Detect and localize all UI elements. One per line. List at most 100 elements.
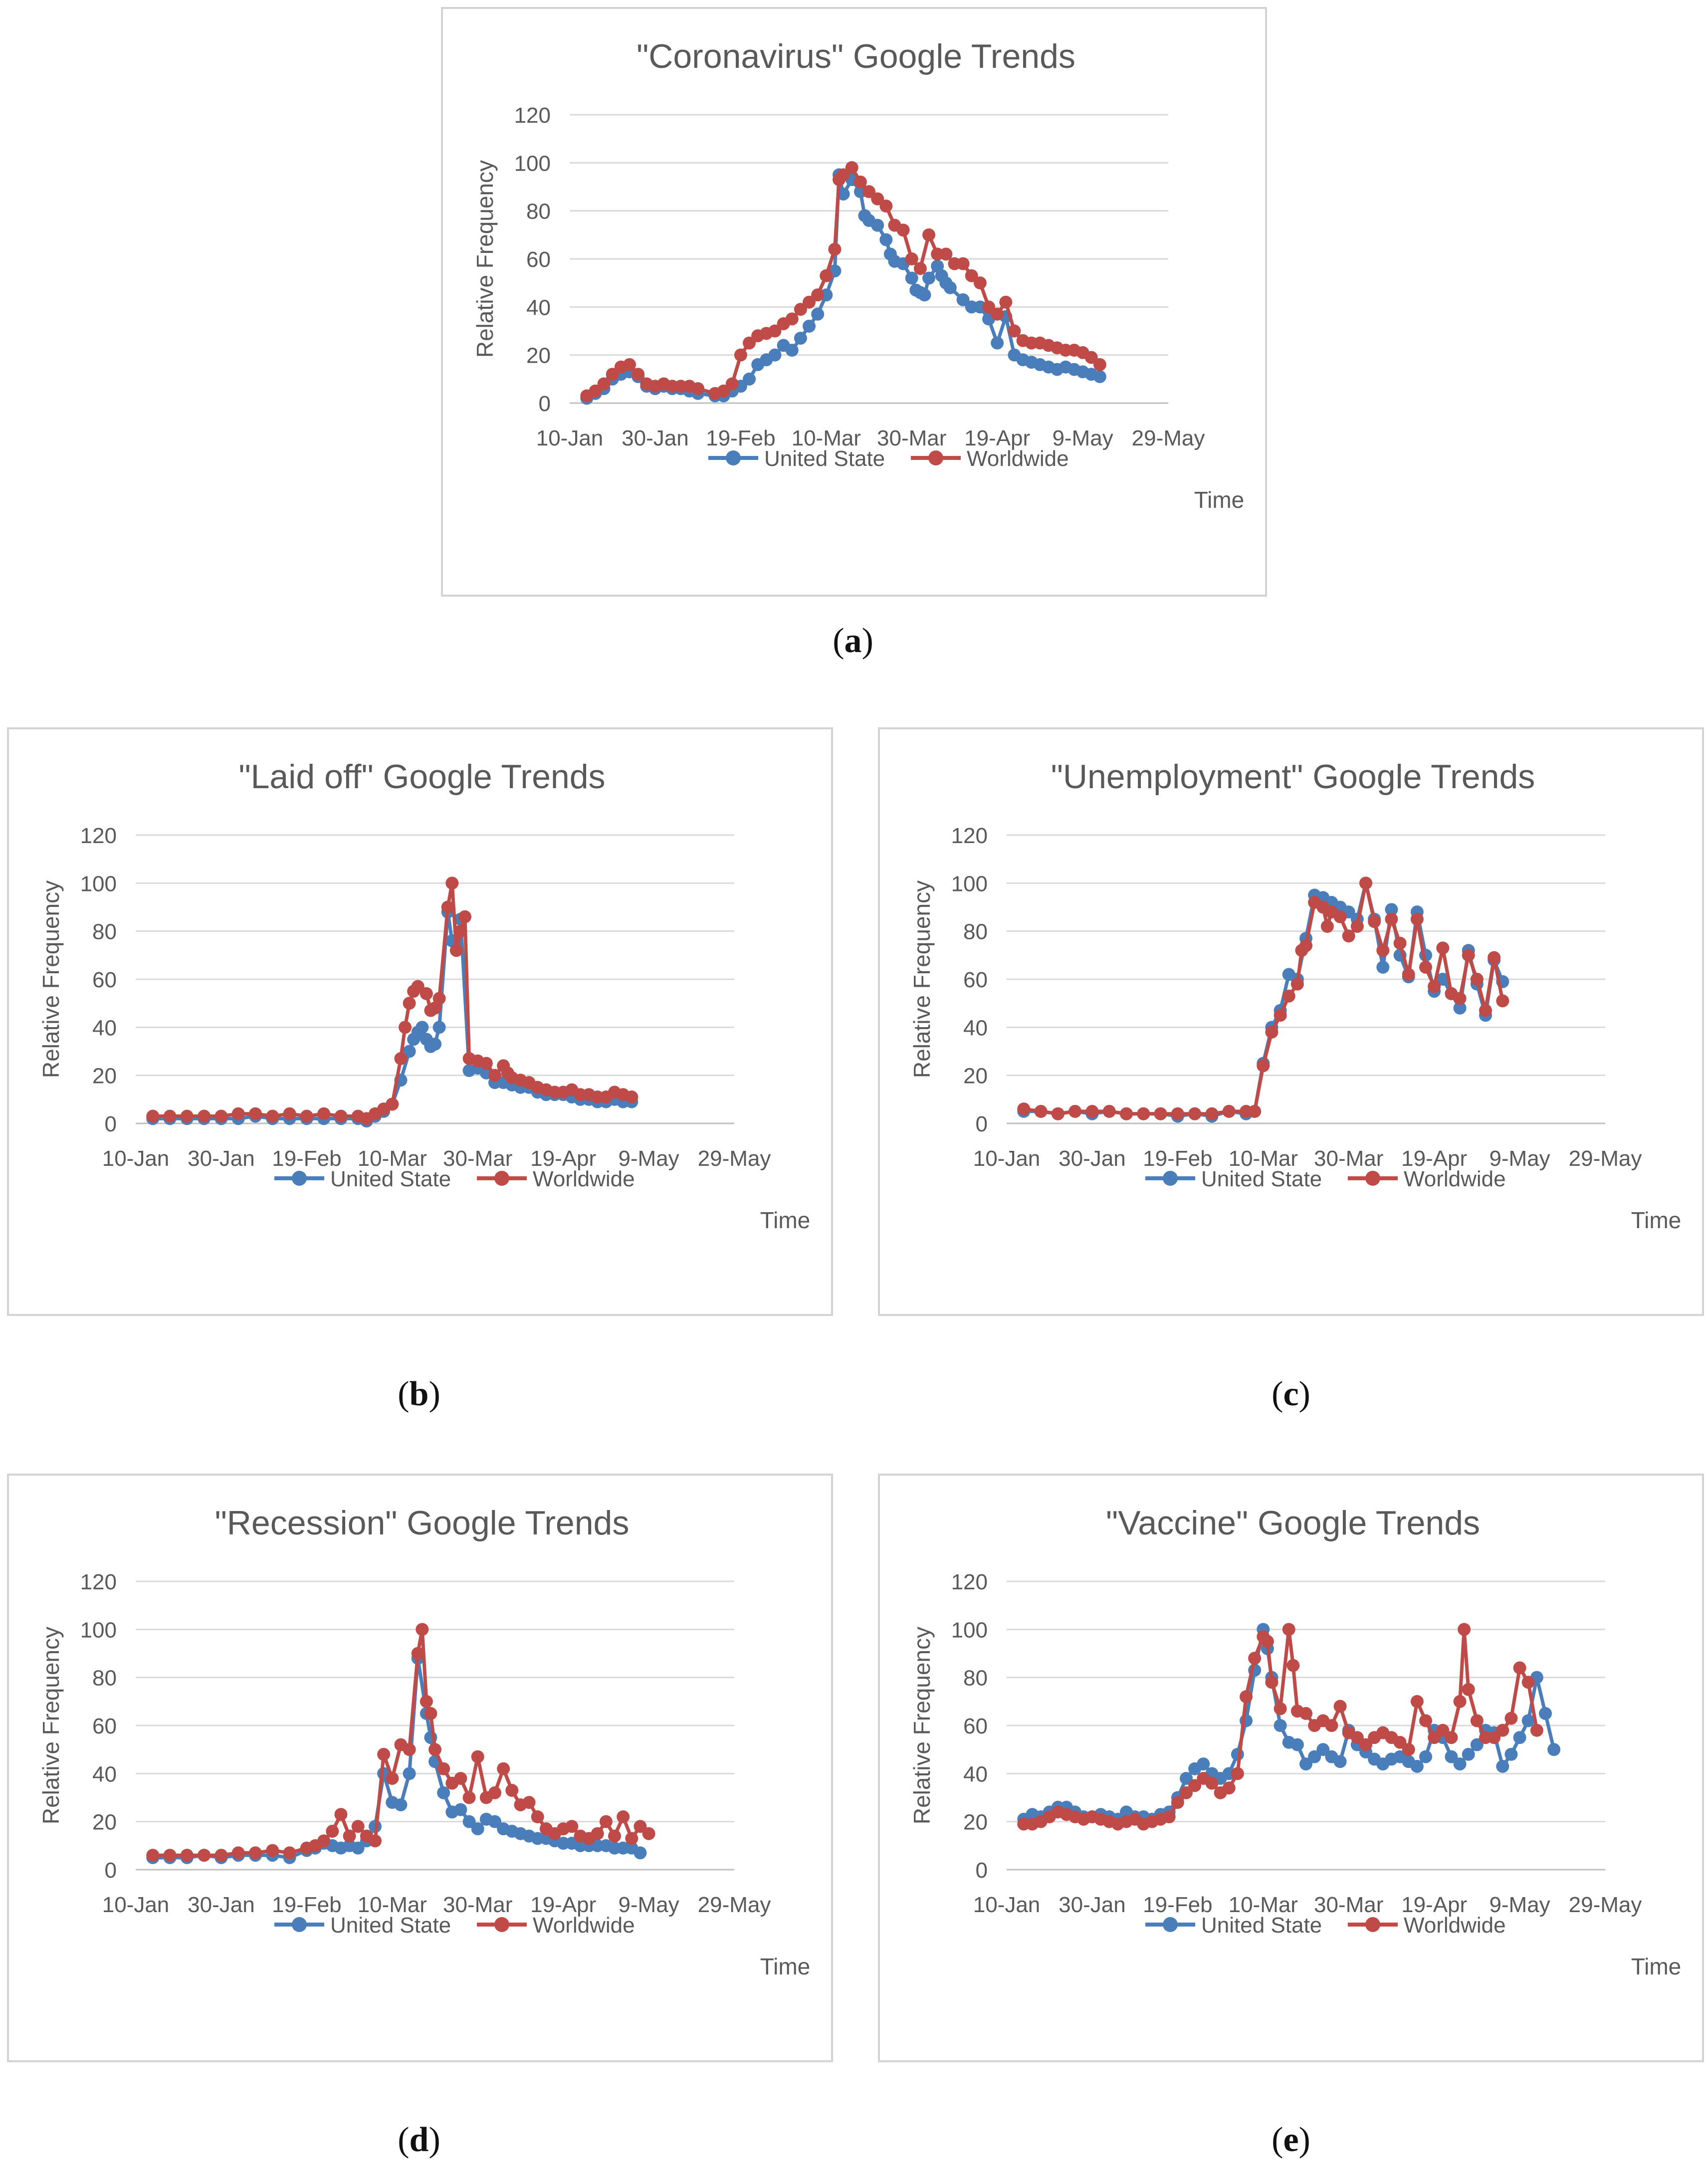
data-point [479,1057,493,1070]
data-point [1265,1025,1279,1039]
data-point [905,271,918,285]
series-line-1 [153,881,633,1120]
y-axis-label: Relative Frequency [909,1627,935,1824]
data-point [334,1808,348,1821]
data-point [965,269,978,282]
caption-e-letter: e [1283,2121,1299,2159]
legend-label-1: Worldwide [1404,1167,1506,1191]
data-point [1299,1757,1312,1771]
data-point [1359,1738,1372,1751]
data-point [1453,1695,1467,1708]
data-point [1274,1719,1287,1732]
data-point [1325,1719,1338,1732]
data-point [458,910,471,923]
x-tick-label: 10-Mar [1229,1893,1298,1917]
data-point [1453,1001,1467,1015]
data-point [623,358,636,371]
data-point [879,200,893,213]
data-point [394,1052,408,1065]
data-point [146,1109,160,1123]
y-tick-label: 20 [963,1064,988,1088]
legend-label-1: Worldwide [967,446,1069,471]
data-point [1419,1714,1432,1728]
data-point [394,1798,408,1811]
data-point [531,1810,544,1824]
data-point [1496,994,1509,1008]
chart-title: "Coronavirus" Google Trends [637,37,1075,75]
data-point [1496,1724,1509,1737]
caption-c-letter: c [1283,1375,1299,1413]
y-tick-label: 60 [963,968,988,992]
data-point [449,944,463,957]
y-tick-label: 100 [951,871,988,896]
data-point [1428,980,1441,993]
x-tick-label: 30-Jan [1059,1146,1126,1171]
data-point [462,1815,476,1828]
legend-label-0: United State [330,1167,451,1191]
data-point [231,1846,245,1860]
data-point [432,1021,446,1034]
y-tick-label: 0 [105,1858,117,1883]
data-point [334,1109,348,1123]
data-point [488,1069,501,1082]
data-point [871,218,884,232]
x-tick-label: 10-Jan [102,1146,170,1171]
caption-d-letter: d [409,2121,429,2159]
data-point [1085,1104,1099,1118]
data-point [1333,910,1347,923]
data-point [488,1786,501,1799]
data-point [1188,1779,1202,1792]
data-point [1282,989,1295,1003]
data-point [1385,903,1398,916]
x-tick-label: 30-Mar [1314,1146,1383,1171]
data-point [982,300,995,314]
data-point [1197,1757,1210,1771]
data-point [437,1786,450,1799]
data-point [441,900,454,914]
chart-title: "Unemployment" Google Trends [1051,758,1535,796]
data-point [1428,1731,1441,1744]
data-point [1231,1767,1244,1780]
x-tick-label: 19-Feb [272,1146,341,1171]
data-point [1470,1738,1484,1751]
y-tick-label: 120 [80,1570,117,1594]
y-tick-label: 40 [963,1016,988,1040]
data-point [1171,1107,1184,1120]
data-point [1410,1759,1424,1773]
data-point [411,980,425,993]
x-tick-label: 30-Mar [877,426,946,450]
legend-label-1: Worldwide [1404,1913,1506,1938]
data-point [1458,1623,1471,1636]
data-point [1419,960,1432,974]
data-point [1462,948,1475,962]
data-point [918,288,931,302]
y-tick-label: 80 [963,1666,988,1691]
y-tick-label: 80 [92,920,117,944]
legend-marker-1 [1365,1917,1380,1932]
legend-label-0: United State [330,1913,451,1938]
data-point [1462,1747,1475,1761]
data-point [266,1109,279,1123]
x-axis-label: Time [1194,487,1245,513]
data-point [180,1849,194,1862]
y-tick-label: 60 [92,968,117,992]
legend-marker-1 [1365,1171,1380,1186]
data-point [522,1796,536,1809]
series-line-1 [1023,881,1504,1116]
y-tick-label: 60 [526,247,551,272]
data-point [1205,1776,1219,1790]
data-point [1248,1652,1262,1665]
data-point [1093,358,1106,371]
legend-marker-1 [494,1917,509,1932]
chart-svg-a: "Coronavirus" Google Trends 0 20 40 60 80 100 1… [472,37,1245,513]
data-point [597,377,611,391]
data-point [351,1820,365,1833]
legend-label-0: United State [1201,1913,1322,1938]
data-point [1402,968,1415,981]
data-point [1171,1796,1184,1809]
legend-label-1: Worldwide [533,1913,635,1938]
data-point [1222,1104,1236,1118]
data-point [617,1810,630,1824]
x-tick-label: 19-Feb [1143,1893,1212,1917]
data-point [1068,1104,1082,1118]
